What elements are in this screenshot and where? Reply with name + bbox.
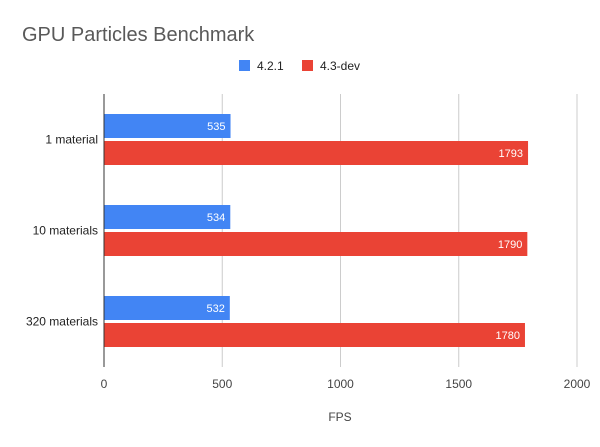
data-labels: 535 1793 534 1790 532 1780 <box>206 121 523 342</box>
data-label: 1793 <box>499 148 523 160</box>
bar <box>104 232 528 256</box>
legend: 4.2.1 4.3-dev <box>239 59 360 73</box>
x-tick-label: 1500 <box>445 377 472 391</box>
y-axis-tick-labels: 1 material 10 materials 320 materials <box>26 133 98 329</box>
data-label: 535 <box>207 121 225 133</box>
bar <box>104 205 231 229</box>
x-tick-label: 500 <box>212 377 232 391</box>
legend-label: 4.2.1 <box>257 59 284 73</box>
legend-swatch <box>239 60 250 71</box>
y-tick-label: 1 material <box>45 133 98 147</box>
bar <box>104 141 529 165</box>
legend-label: 4.3-dev <box>320 59 360 73</box>
data-label: 534 <box>207 212 225 224</box>
gridlines <box>221 94 578 367</box>
bar <box>104 114 231 138</box>
y-tick-label: 10 materials <box>33 224 98 238</box>
x-axis-title: FPS <box>328 410 351 424</box>
x-tick-label: 2000 <box>564 377 591 391</box>
bar <box>104 296 230 320</box>
data-label: 1780 <box>495 330 519 342</box>
bars <box>104 114 529 347</box>
x-tick-label: 0 <box>101 377 108 391</box>
x-tick-label: 1000 <box>327 377 354 391</box>
chart-title: GPU Particles Benchmark <box>22 24 255 46</box>
data-label: 532 <box>206 303 224 315</box>
legend-swatch <box>302 60 313 71</box>
x-axis-tick-labels: 0 500 1000 1500 2000 <box>101 377 591 391</box>
data-label: 1790 <box>498 239 522 251</box>
bar <box>104 323 525 347</box>
y-tick-label: 320 materials <box>26 315 98 329</box>
